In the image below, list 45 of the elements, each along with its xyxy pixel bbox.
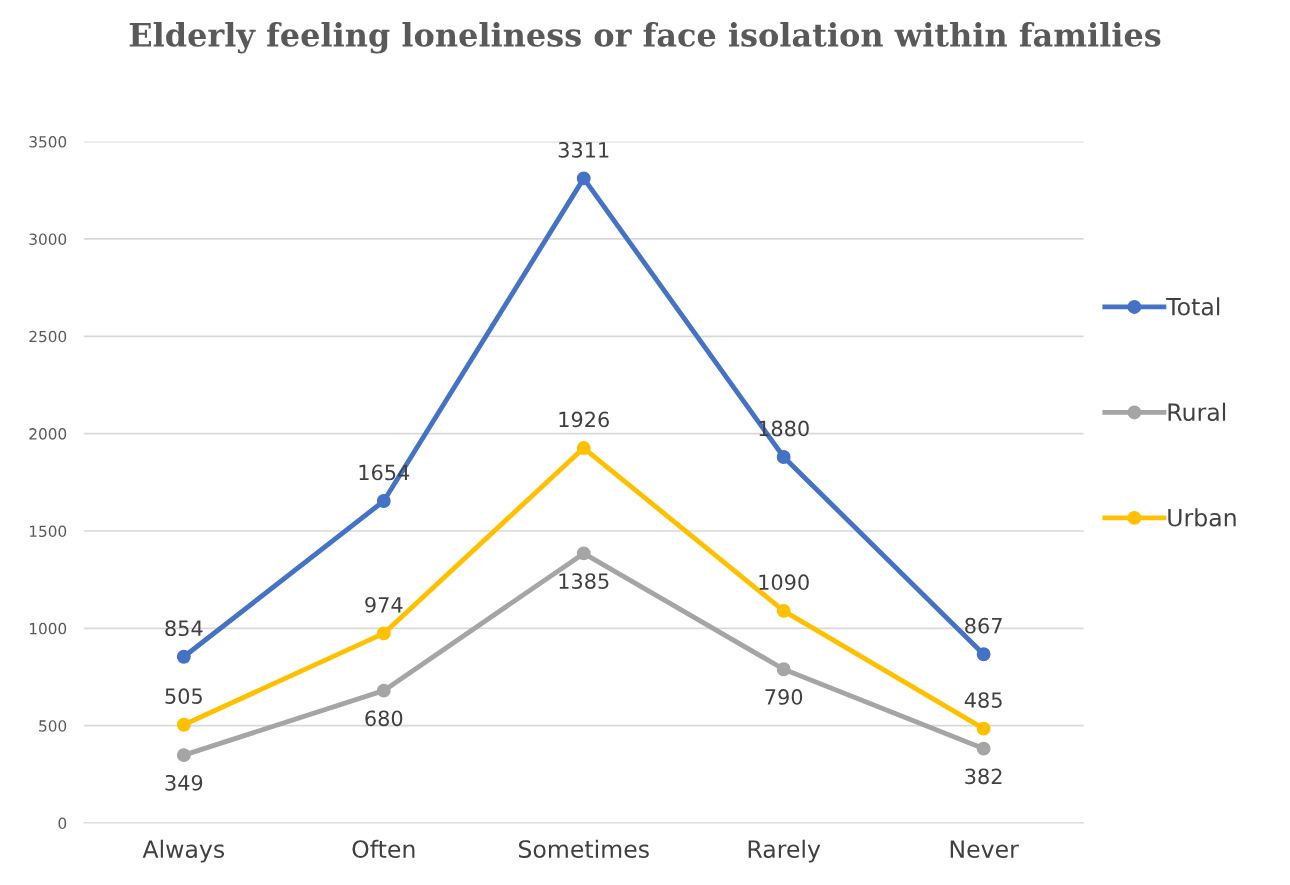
y-tick-label: 0: [58, 817, 67, 830]
y-tick-label: 1500: [29, 525, 67, 538]
y-tick-label: 2500: [29, 330, 67, 343]
data-label: 485: [964, 692, 1002, 708]
point: [376, 494, 391, 508]
legend-label: Urban: [1168, 508, 1236, 527]
point: [776, 450, 791, 464]
point: [776, 603, 791, 618]
data-label: 790: [765, 689, 803, 705]
data-label: 505: [165, 688, 202, 705]
data-label: 974: [365, 596, 403, 613]
x-tick-label: Sometimes: [518, 839, 649, 858]
data-label: 3311: [558, 141, 609, 158]
data-label: 680: [365, 710, 403, 727]
point: [976, 721, 991, 736]
point: [176, 717, 191, 732]
point: [976, 741, 991, 756]
data-label: 1385: [559, 573, 609, 589]
x-tick-label: Always: [142, 839, 225, 863]
y-tick-label: 3000: [29, 233, 67, 245]
data-label: 854: [165, 620, 203, 637]
chart-title: Elderly feeling loneliness or face isolation within families: [129, 22, 1161, 54]
y-tick-label: 1000: [29, 622, 67, 635]
point: [176, 748, 191, 763]
data-label: 1090: [759, 574, 809, 591]
data-label: 867: [965, 617, 1002, 634]
point: [776, 662, 791, 677]
point: [976, 647, 991, 662]
legend-label: Total: [1166, 297, 1220, 316]
point: [576, 546, 591, 561]
x-tick-label: Rarely: [748, 839, 821, 863]
y-tick-label: 2000: [29, 428, 67, 440]
legend-label: Rural: [1168, 402, 1226, 422]
point: [376, 683, 391, 698]
point: [376, 626, 391, 641]
point: [576, 171, 591, 186]
data-label: 349: [165, 774, 203, 791]
y-tick-label: 3500: [29, 136, 67, 148]
data-label: 1926: [559, 411, 609, 428]
point: [176, 649, 191, 664]
x-tick-label: Often: [352, 839, 415, 858]
point: [576, 441, 591, 456]
data-label: 382: [965, 768, 1002, 785]
y-tick-label: 500: [39, 720, 67, 732]
x-tick-label: Never: [950, 840, 1019, 858]
